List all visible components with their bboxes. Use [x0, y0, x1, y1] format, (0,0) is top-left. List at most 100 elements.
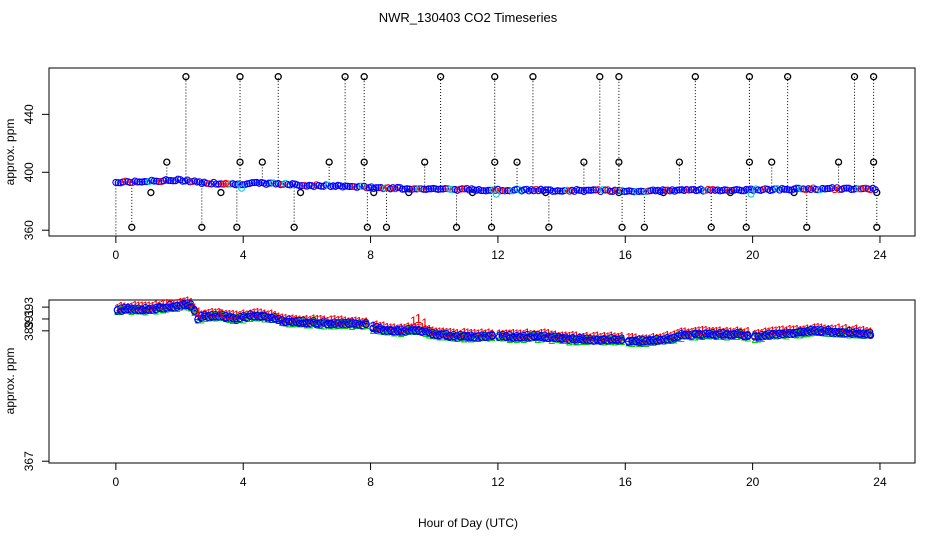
series-1-point: 1: [471, 326, 478, 341]
average-point: [215, 313, 223, 321]
baseline-point: [243, 180, 251, 188]
average-point: [856, 329, 864, 338]
spike-point: [745, 73, 754, 81]
baseline-point: [721, 186, 729, 194]
top-plot-frame: [48, 67, 916, 237]
series-1-point: 1: [454, 326, 461, 341]
average-point: [127, 306, 136, 314]
average-point: [372, 325, 381, 334]
average-point: [386, 326, 395, 335]
average-point: [667, 335, 675, 343]
average-point: [519, 333, 528, 342]
average-point: [674, 332, 682, 341]
series-1-point: 1: [159, 297, 166, 312]
baseline-point: [780, 185, 789, 193]
spike-point: [274, 73, 282, 81]
series-1-point: 1: [278, 311, 285, 326]
y-tick-label: 393: [22, 297, 36, 317]
average-point: [733, 330, 742, 339]
average-point: [180, 300, 188, 309]
series-1-point: 1: [264, 308, 271, 323]
bottom-y-axis-title: approx. ppm: [3, 348, 17, 415]
spike-point: [869, 158, 878, 166]
average-point: [526, 333, 535, 342]
baseline-point: [346, 183, 354, 191]
spike-point: [163, 158, 171, 166]
average-point: [866, 331, 875, 340]
series-2-point: 2: [191, 304, 198, 319]
series-2-point: 2: [863, 326, 870, 341]
average-point: [141, 306, 150, 315]
series-1-point: 1: [156, 298, 163, 313]
average-point: [138, 306, 146, 314]
average-point: [617, 336, 626, 345]
baseline-point: [169, 177, 177, 185]
average-point: [488, 331, 496, 340]
series-1-point: 1: [163, 296, 170, 311]
spike-point: [529, 73, 537, 81]
average-point: [554, 334, 563, 342]
average-point: [593, 335, 602, 344]
series-3-point: 3: [524, 328, 531, 343]
average-point: [505, 334, 514, 342]
series-3-point: 3: [166, 298, 173, 313]
average-point: [208, 313, 216, 321]
series-3-point: 3: [184, 297, 191, 312]
series-1-point: 1: [415, 321, 422, 336]
baseline-point: [506, 187, 514, 195]
average-point: [145, 306, 153, 314]
average-point: [821, 327, 829, 335]
spike-point: [363, 223, 372, 231]
baseline-point: [403, 185, 411, 193]
series-3-point: 3: [299, 314, 306, 329]
average-point: [603, 336, 612, 345]
spike-point: [707, 223, 715, 231]
baseline-point: [372, 184, 380, 192]
series-1-point: 1: [821, 321, 828, 336]
average-point: [751, 332, 759, 341]
average-point: [407, 326, 416, 335]
average-point: [449, 332, 458, 341]
baseline-point: [150, 177, 158, 185]
average-point: [190, 307, 199, 315]
average-point: [316, 319, 325, 327]
baseline-point: [126, 178, 134, 187]
spike-point: [258, 158, 266, 166]
series-3-point: 3: [853, 324, 860, 339]
average-point: [540, 334, 549, 342]
baseline-point: [673, 186, 681, 194]
baseline-point: [640, 187, 648, 196]
average-point: [393, 327, 402, 335]
average-point: [201, 312, 209, 321]
average-point: [134, 306, 143, 315]
average-point: [512, 333, 521, 342]
average-point: [565, 336, 574, 344]
average-point: [351, 319, 360, 328]
average-point: [481, 333, 489, 342]
series-1-point: 1: [499, 327, 506, 342]
series-2-point: 2: [152, 302, 159, 317]
series-3-point: 3: [320, 315, 327, 330]
series-2-point: 2: [348, 318, 355, 333]
baseline-point: [613, 186, 621, 195]
average-point: [551, 334, 560, 343]
average-point: [852, 329, 861, 338]
average-point: [117, 307, 125, 315]
baseline-point: [582, 186, 590, 194]
average-point: [845, 329, 854, 338]
average-point: [772, 331, 780, 339]
average-point: [229, 314, 237, 323]
series-1-point: 1: [208, 305, 215, 320]
average-point: [148, 306, 157, 314]
spike-point: [768, 158, 776, 166]
average-point: [607, 336, 616, 345]
y-tick-label: 440: [22, 104, 36, 124]
baseline-point: [382, 184, 390, 192]
series-1-point: 1: [177, 295, 184, 310]
series-3-point: 3: [576, 331, 583, 346]
average-point: [183, 301, 192, 310]
series-2-point: 2: [317, 317, 324, 332]
average-point: [677, 331, 686, 340]
x-tick-label: 8: [367, 248, 374, 262]
x-tick-label: 16: [619, 475, 633, 489]
